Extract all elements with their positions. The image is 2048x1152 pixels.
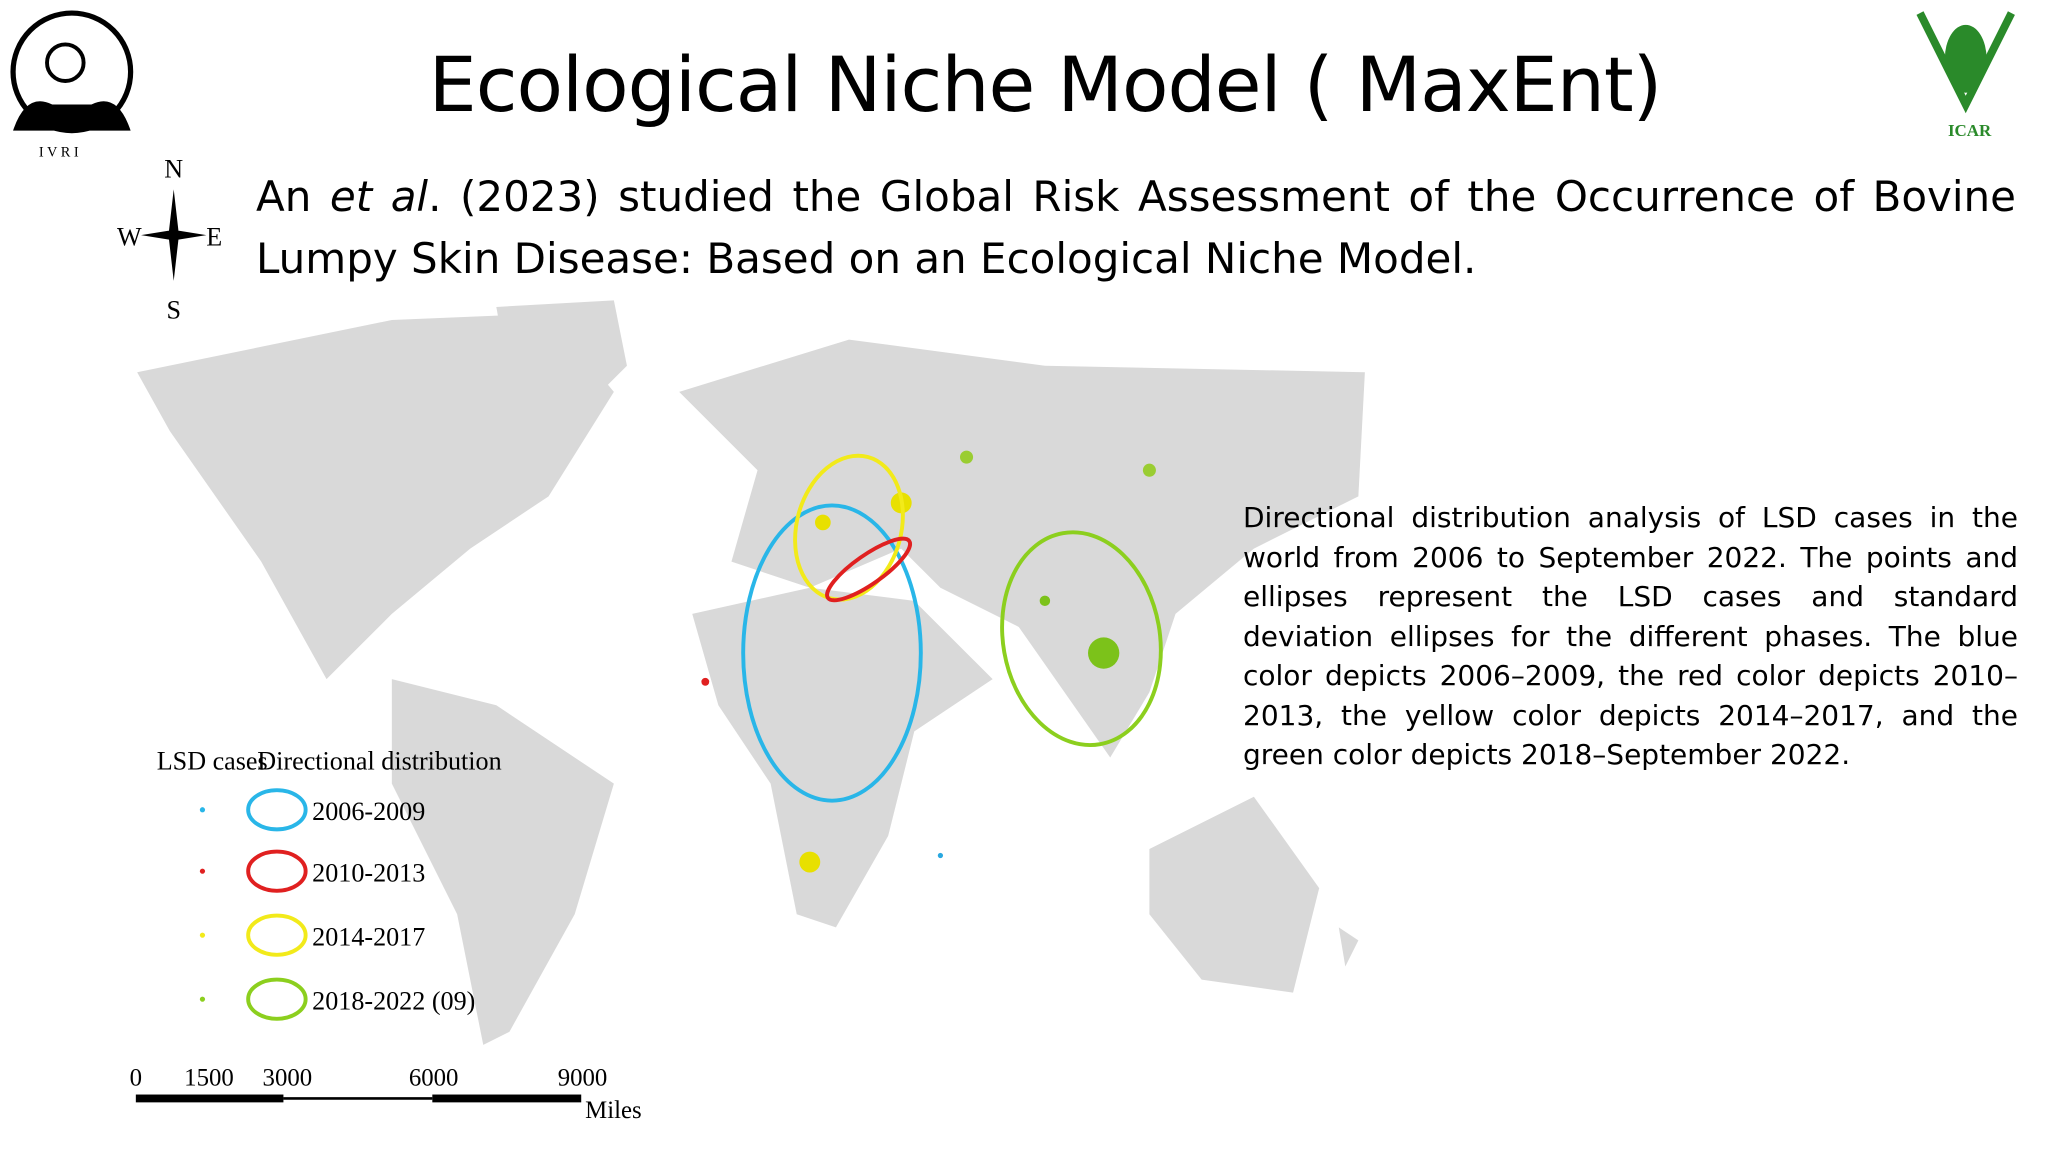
legend-label: 2010-2013 (312, 859, 425, 888)
scale-unit: Miles (585, 1097, 641, 1124)
scale-label: 0 (130, 1064, 142, 1091)
scale-label: 1500 (184, 1064, 234, 1091)
slide-title: Ecological Niche Model ( MaxEnt) (428, 40, 1663, 129)
distribution-ellipses (741, 453, 1163, 803)
case-points (701, 450, 1156, 873)
icar-logo: ICAR (1916, 11, 2015, 140)
intro-text: An et al. (2023) studied the Global Risk… (256, 166, 2016, 290)
intro-text-part: An (256, 172, 330, 221)
scale-label: 6000 (409, 1064, 459, 1091)
intro-text-part: . (2023) studied the Global Risk Assessm… (256, 172, 2016, 283)
map-legend: LSD cases Directional distribution 2006-… (157, 746, 502, 1021)
scale-bar: 0 1500 3000 6000 9000 Miles (130, 1064, 642, 1124)
logo-text: ICAR (1948, 121, 1992, 140)
world-map (137, 300, 1365, 1045)
compass-label: W (117, 223, 142, 252)
compass-label: S (166, 296, 181, 325)
compass: N S W E (117, 155, 222, 325)
legend-heading: LSD cases (157, 746, 268, 775)
legend-label: 2006-2009 (312, 797, 425, 826)
compass-label: N (164, 155, 183, 184)
logo-text: I V R I (39, 145, 79, 161)
compass-label: E (206, 223, 222, 252)
legend-label: 2014-2017 (312, 923, 425, 952)
scale-label: 3000 (263, 1064, 313, 1091)
legend-label: 2018-2022 (09) (312, 987, 475, 1016)
ivri-logo: I V R I (10, 10, 134, 161)
intro-italic: et al (329, 172, 429, 221)
figure-caption: Directional distribution analysis of LSD… (1243, 501, 2018, 771)
scale-label: 9000 (558, 1064, 608, 1091)
legend-heading: Directional distribution (257, 746, 501, 775)
